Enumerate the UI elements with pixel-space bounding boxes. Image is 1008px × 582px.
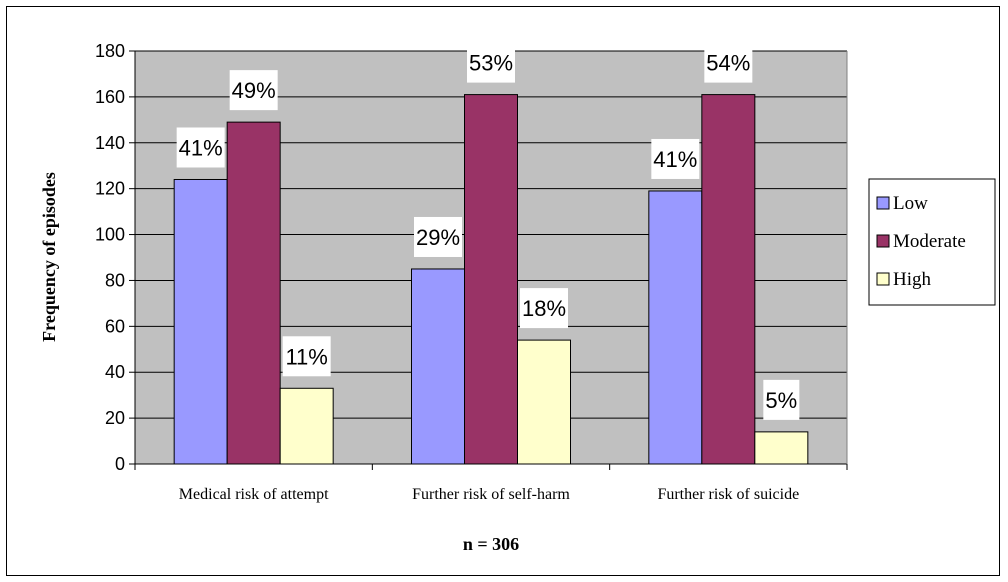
legend-swatch: [876, 196, 890, 210]
data-label: 18%: [522, 296, 566, 321]
legend-swatch: [876, 272, 890, 286]
y-tick-label: 180: [95, 41, 125, 61]
y-tick-label: 120: [95, 179, 125, 199]
data-label-box: [176, 127, 225, 168]
data-label-box: [229, 70, 278, 111]
bar-moderate: [226, 121, 281, 465]
data-label-box: [763, 379, 800, 420]
legend-label: Moderate: [893, 231, 966, 252]
y-tick-label: 100: [95, 225, 125, 245]
bar-moderate: [464, 94, 518, 465]
data-label-box: [414, 216, 462, 257]
bar-high: [517, 339, 571, 465]
data-label-box: [467, 42, 515, 83]
x-category-label: Further risk of suicide: [657, 486, 799, 503]
data-label: 11%: [285, 344, 327, 369]
y-tick-label: 140: [95, 133, 125, 153]
data-label-box: [651, 138, 700, 179]
y-tick-label: 60: [105, 316, 125, 336]
data-label: 29%: [416, 225, 460, 250]
bar-low: [648, 190, 703, 465]
bar-high: [754, 431, 809, 465]
data-label-box: [520, 288, 568, 329]
data-label: 49%: [232, 78, 276, 103]
y-axis-title: Frequency of episodes: [39, 172, 59, 342]
y-tick-label: 20: [105, 408, 125, 428]
y-tick-label: 0: [115, 454, 125, 474]
legend: Low Moderate High: [868, 178, 996, 306]
chart-frame: 0 20 40 60 80 100 120 140 160 180 Medical risk of …: [6, 6, 1000, 576]
bar-moderate: [701, 94, 756, 465]
axes: 0 20 40 60 80 100 120 140 160 180 Medical risk of …: [95, 41, 848, 503]
data-label: 53%: [469, 51, 513, 76]
y-tick-label: 40: [105, 362, 125, 382]
data-label-box: [704, 42, 753, 83]
x-category-label: Further risk of self-harm: [412, 486, 570, 503]
y-tick-label: 80: [105, 270, 125, 290]
legend-label: High: [893, 269, 932, 290]
legend-swatch: [876, 234, 890, 248]
data-label: 41%: [179, 135, 223, 160]
legend-box: [868, 178, 996, 306]
data-label-box: [282, 336, 331, 377]
data-label: 54%: [706, 51, 750, 76]
data-label: 41%: [653, 147, 697, 172]
bar-low: [411, 268, 465, 465]
bars: [173, 94, 809, 465]
bar-chart: 0 20 40 60 80 100 120 140 160 180 Medical risk of …: [39, 41, 996, 554]
x-category-label: Medical risk of attempt: [179, 486, 329, 503]
bar-high: [279, 387, 334, 465]
y-tick-label: 160: [95, 87, 125, 107]
legend-label: Low: [893, 193, 928, 214]
bar-low: [173, 178, 228, 465]
x-axis-title: n = 306: [463, 534, 519, 554]
data-labels: 41% 49% 11% 29% 53% 18% 41% 54% 5%: [176, 42, 800, 420]
data-label: 5%: [765, 388, 797, 413]
